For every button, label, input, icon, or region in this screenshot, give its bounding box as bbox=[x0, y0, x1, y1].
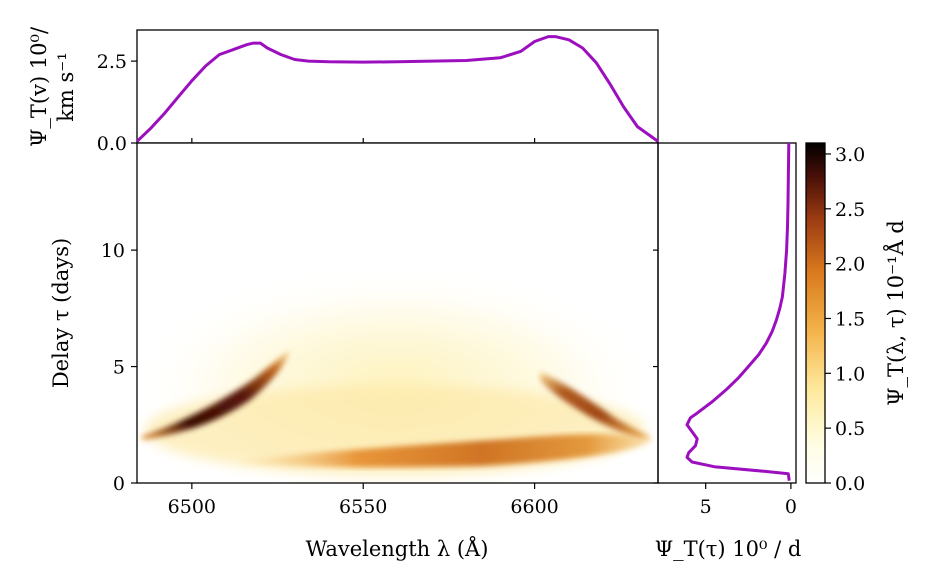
colorbar-gradient bbox=[806, 143, 825, 483]
top-velocity-curve bbox=[135, 35, 659, 143]
right-delay-curve bbox=[685, 142, 791, 481]
main-y-ticks: 0 5 10 bbox=[101, 240, 658, 495]
right-x-tick-label: 0 bbox=[785, 496, 797, 518]
main-y-tick-label: 0 bbox=[113, 473, 125, 495]
main-x-tick-label: 6550 bbox=[339, 496, 387, 518]
colorbar-tick-label: 0.5 bbox=[835, 418, 865, 440]
top-y-ticks: 0.0 2.5 bbox=[97, 51, 137, 155]
colorbar-tick-label: 2.5 bbox=[835, 199, 865, 221]
colorbar-label: Ψ_T(λ, τ) 10⁻¹Å d bbox=[883, 220, 908, 406]
heatmap-right-wing bbox=[540, 372, 652, 439]
main-x-tick-label: 6500 bbox=[168, 496, 216, 518]
heatmap-image bbox=[137, 275, 655, 483]
heatmap-bottom-band bbox=[230, 434, 652, 468]
main-x-tick-label: 6600 bbox=[510, 496, 558, 518]
main-x-label: Wavelength λ (Å) bbox=[306, 536, 489, 561]
colorbar-tick-label: 0.0 bbox=[835, 473, 865, 495]
main-heatmap-panel: 6500 6550 6600 0 5 10 Wavelength λ (Å) Delay… bbox=[49, 138, 659, 561]
top-y-label-line2: km s⁻¹ bbox=[54, 52, 78, 122]
main-x-ticks: 6500 6550 6600 bbox=[168, 138, 559, 518]
colorbar-frame bbox=[805, 142, 826, 484]
main-y-tick-label: 10 bbox=[101, 240, 125, 262]
colorbar-tick-label: 2.0 bbox=[835, 254, 865, 276]
top-y-tick-label: 2.5 bbox=[97, 51, 127, 73]
colorbar: 0.0 0.5 1.0 1.5 2.0 2.5 3.0 Ψ_T(λ, τ) 10⁻¹Å d bbox=[805, 142, 908, 495]
main-y-tick-label: 5 bbox=[113, 357, 125, 379]
top-velocity-panel: 0.0 2.5 Ψ_T(v) 10⁰/ km s⁻¹ bbox=[27, 26, 659, 155]
right-panel-frame bbox=[657, 142, 797, 484]
colorbar-tick-label: 1.5 bbox=[835, 308, 865, 330]
heatmap-left-wing bbox=[142, 350, 290, 440]
right-x-label: Ψ_T(τ) 10⁰ / d bbox=[655, 537, 802, 561]
right-x-tick-label: 5 bbox=[700, 496, 712, 518]
colorbar-tick-label: 1.0 bbox=[835, 363, 865, 385]
top-y-tick-label: 0.0 bbox=[97, 133, 127, 155]
main-y-label: Delay τ (days) bbox=[49, 238, 73, 388]
colorbar-tick-label: 3.0 bbox=[835, 144, 865, 166]
colorbar-ticks: 0.0 0.5 1.0 1.5 2.0 2.5 3.0 bbox=[825, 144, 865, 495]
top-y-label-line1: Ψ_T(v) 10⁰/ bbox=[27, 26, 51, 147]
